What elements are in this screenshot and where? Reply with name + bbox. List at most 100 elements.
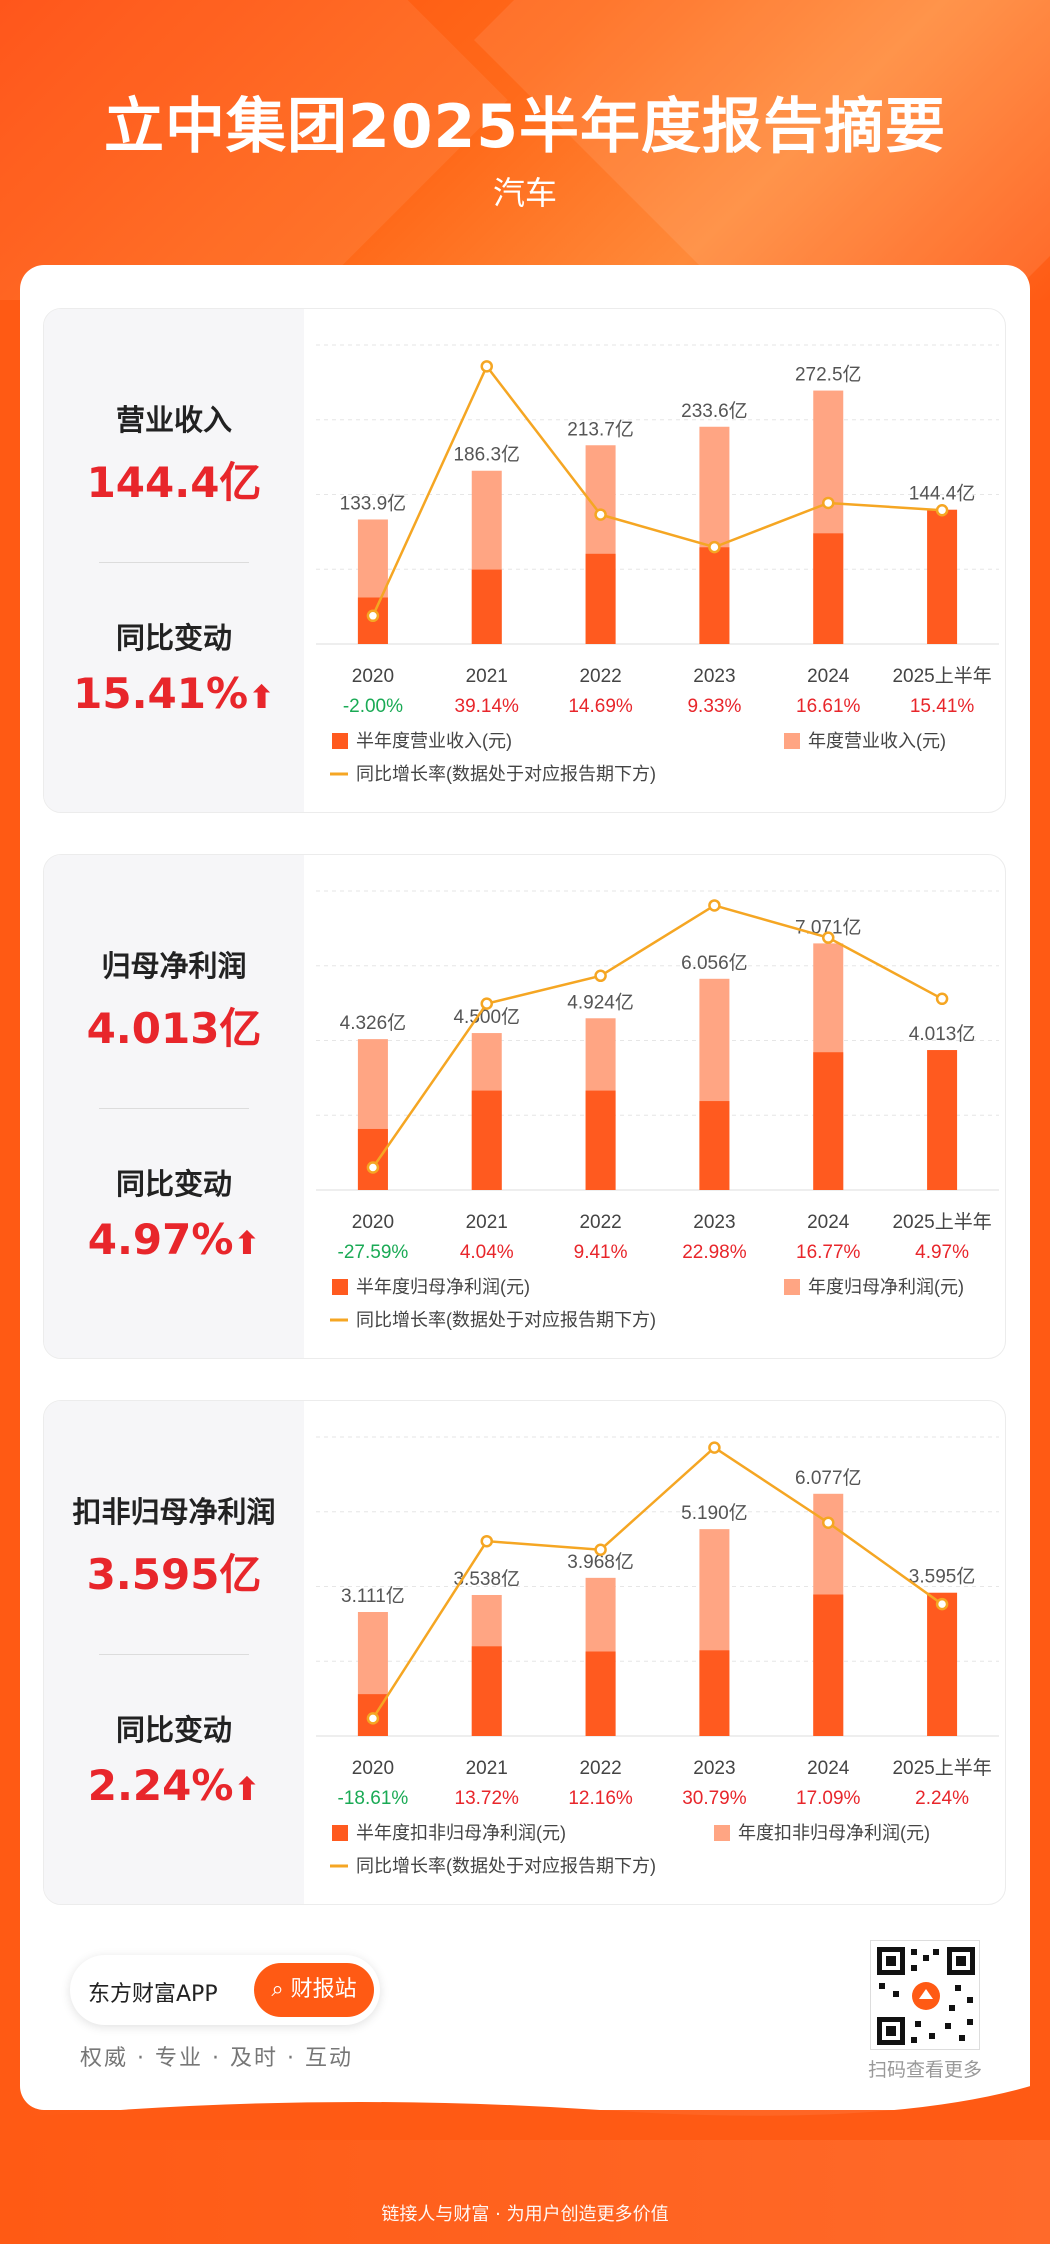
growth-rate-point: [366, 1161, 380, 1174]
category-label: 2024: [807, 1758, 850, 1779]
change-value-text: 2.24%: [87, 1761, 234, 1810]
growth-rate-point: [480, 1534, 493, 1548]
growth-rate-line: [371, 1446, 943, 1720]
chart-svg: 4.326亿 2020 -27.59% 4.500亿 2021 4.04% 4.924亿 20…: [316, 890, 999, 1330]
category-label: 2023: [693, 1758, 735, 1779]
net-profit-chart: 4.326亿 2020 -27.59% 4.500亿 2021 4.04% 4.924亿 20…: [304, 855, 1005, 1358]
growth-rate-point: [935, 992, 949, 1006]
arrow-up-icon: ⬆: [233, 1224, 261, 1262]
growth-rate-point: [480, 997, 493, 1010]
deducted-profit-chart: 3.111亿 2020 -18.61% 3.538亿 2021 13.72% 3.968亿 2…: [304, 1401, 1005, 1904]
growth-rate-point: [822, 931, 835, 944]
qr-code[interactable]: [870, 1940, 980, 2050]
bar-value-label: 272.5亿: [795, 364, 862, 386]
growth-rate-label: 2.24%: [915, 1788, 969, 1809]
category-label: 2023: [693, 666, 735, 687]
bar-value-label: 4.326亿: [340, 1012, 407, 1034]
growth-rate-label: 9.33%: [687, 696, 741, 717]
change-value: 15.41%⬆: [44, 669, 304, 718]
growth-rate-point: [935, 1597, 949, 1611]
half-year-bar: [471, 1090, 502, 1190]
change-value: 4.97%⬆: [44, 1215, 304, 1264]
footer-slogan: 链接人与财富 · 为用户创造更多价值: [381, 2204, 669, 2225]
bar-value-label: 3.538亿: [453, 1568, 520, 1590]
category-label: 2021: [466, 1212, 508, 1233]
bar-value-label: 233.6亿: [681, 400, 748, 422]
category-label: 2025上半年: [892, 1757, 991, 1779]
report-station-button[interactable]: ⌕ 财报站: [254, 1963, 374, 2017]
growth-rate-label: 16.77%: [796, 1242, 861, 1263]
bar-value-label: 186.3亿: [453, 444, 520, 466]
hero-banner: [0, 0, 1050, 300]
half-year-bar: [699, 1101, 730, 1190]
legend-annual-label: 年度归母净利润(元): [808, 1277, 964, 1297]
category-label: 2022: [579, 1758, 621, 1779]
category-label: 2021: [466, 666, 508, 687]
bar-value-label: 6.077亿: [795, 1467, 862, 1489]
growth-rate-point: [708, 540, 721, 554]
deducted-profit-panel: 扣非归母净利润 3.595亿 同比变动 2.24%⬆ 3.111亿 2020 -18…: [43, 1400, 1006, 1905]
growth-rate-point: [480, 360, 493, 373]
change-label: 同比变动: [115, 1713, 232, 1747]
divider: [99, 1654, 249, 1655]
metric-value: 144.4亿: [86, 458, 262, 507]
bar-value-label: 213.7亿: [567, 418, 634, 440]
legend-annual-label: 年度扣非归母净利润(元): [738, 1823, 930, 1843]
revenue-panel: 营业收入 144.4亿 同比变动 15.41%⬆ 133.9亿 2020 -2.00…: [43, 308, 1006, 813]
page-title: 立中集团2025半年度报告摘要: [104, 92, 946, 162]
bar-value-label: 4.013亿: [909, 1023, 976, 1045]
half-year-bar: [813, 533, 844, 644]
category-label: 2021: [466, 1758, 508, 1779]
half-year-bar: [813, 1594, 844, 1736]
category-label: 2024: [807, 1212, 850, 1233]
bar-value-label: 5.190亿: [681, 1502, 748, 1524]
app-promo-pill[interactable]: 东方财富APP ⌕ 财报站: [70, 1955, 380, 2025]
arrow-up-icon: ⬆: [233, 1770, 261, 1808]
growth-rate-point: [366, 609, 380, 623]
half-year-bar: [927, 509, 958, 644]
bar-value-label: 3.968亿: [567, 1551, 634, 1573]
metric-summary: 营业收入 144.4亿 同比变动 15.41%⬆: [44, 309, 304, 812]
bar-value-label: 3.111亿: [341, 1585, 405, 1607]
legend-annual-swatch: [714, 1825, 730, 1841]
growth-rate-point: [594, 969, 607, 983]
category-label: 2020: [352, 1758, 394, 1779]
category-label: 2025上半年: [892, 1211, 991, 1233]
report-station-label: 财报站: [290, 1977, 357, 2002]
category-label: 2022: [579, 1212, 621, 1233]
divider: [99, 562, 249, 563]
net-profit-panel: 归母净利润 4.013亿 同比变动 4.97%⬆ 4.326亿 2020 -27.5…: [43, 854, 1006, 1359]
qr-code-icon: [877, 1947, 975, 2045]
app-name: 东方财富APP: [88, 1982, 218, 2007]
change-label: 同比变动: [115, 621, 232, 655]
metric-label: 归母净利润: [101, 949, 247, 983]
growth-rate-label: 15.41%: [910, 696, 975, 717]
footer-band: [0, 2080, 1050, 2244]
growth-rate-point: [822, 496, 835, 510]
legend-half-label: 半年度归母净利润(元): [356, 1277, 530, 1297]
legend-half-swatch: [332, 733, 348, 749]
legend-annual-label: 年度营业收入(元): [808, 731, 946, 751]
qr-caption: 扫码查看更多: [867, 2059, 982, 2081]
legend-annual-swatch: [784, 733, 800, 749]
growth-rate-label: 39.14%: [455, 696, 520, 717]
half-year-bar: [585, 1651, 616, 1736]
growth-rate-label: 12.16%: [568, 1788, 633, 1809]
growth-rate-label: 16.61%: [796, 696, 861, 717]
legend-half-swatch: [332, 1825, 348, 1841]
growth-rate-label: 13.72%: [455, 1788, 520, 1809]
growth-rate-point: [708, 1441, 721, 1454]
bar-value-label: 3.595亿: [909, 1566, 976, 1588]
change-label: 同比变动: [115, 1167, 232, 1201]
metric-value: 3.595亿: [86, 1550, 262, 1599]
growth-rate-line: [371, 363, 943, 617]
divider: [99, 1108, 249, 1109]
growth-rate-point: [822, 1516, 835, 1529]
metric-label: 营业收入: [115, 403, 232, 437]
search-icon: ⌕: [271, 1977, 284, 2002]
legend-growth-label: 同比增长率(数据处于对应报告期下方): [356, 1310, 656, 1330]
change-value: 2.24%⬆: [44, 1761, 304, 1810]
metric-value: 4.013亿: [86, 1004, 262, 1053]
growth-rate-label: 4.97%: [915, 1242, 969, 1263]
half-year-bar: [927, 1050, 958, 1190]
